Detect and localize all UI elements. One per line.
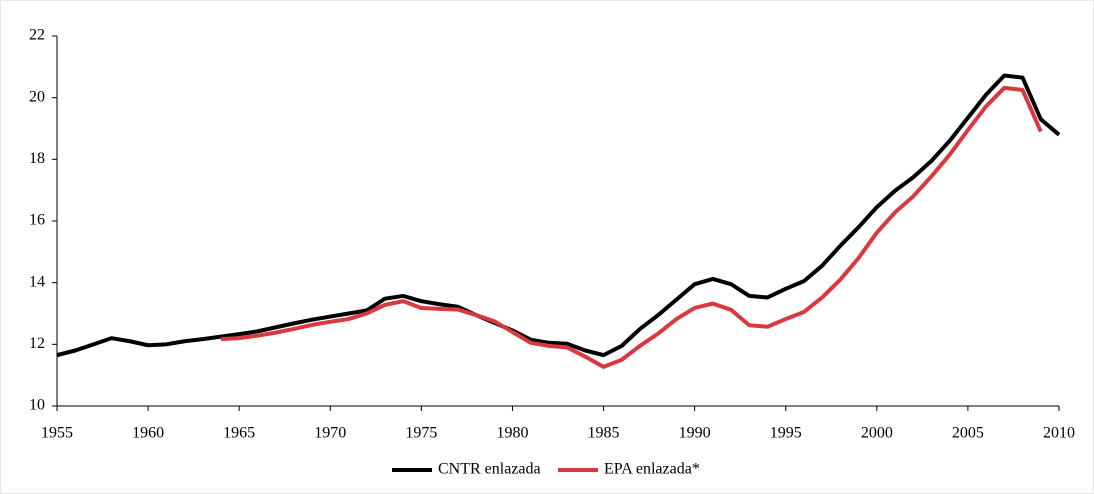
y-tick-label: 20 <box>29 88 45 105</box>
x-tick-label: 1960 <box>132 425 164 442</box>
x-tick-label: 1970 <box>314 425 346 442</box>
x-tick-label: 2010 <box>1043 425 1075 442</box>
x-tick-label: 1995 <box>770 425 802 442</box>
x-tick-label: 1965 <box>223 425 255 442</box>
y-tick-label: 10 <box>29 397 45 414</box>
legend-label: CNTR enlazada <box>438 461 541 478</box>
y-tick-label: 14 <box>29 273 45 290</box>
y-tick-label: 16 <box>29 212 45 229</box>
y-tick-label: 12 <box>29 335 45 352</box>
x-tick-label: 2000 <box>861 425 893 442</box>
x-tick-label: 1990 <box>679 425 711 442</box>
x-tick-label: 1975 <box>405 425 437 442</box>
legend-label: EPA enlazada* <box>604 461 700 478</box>
line-series <box>56 73 1061 358</box>
line-series <box>220 85 1043 369</box>
x-tick-label: 2005 <box>952 425 984 442</box>
y-tick-label: 22 <box>29 27 45 44</box>
x-tick-label: 1980 <box>496 425 528 442</box>
x-tick-label: 1985 <box>588 425 620 442</box>
y-tick-label: 18 <box>29 150 45 167</box>
x-tick-label: 1955 <box>41 425 73 442</box>
